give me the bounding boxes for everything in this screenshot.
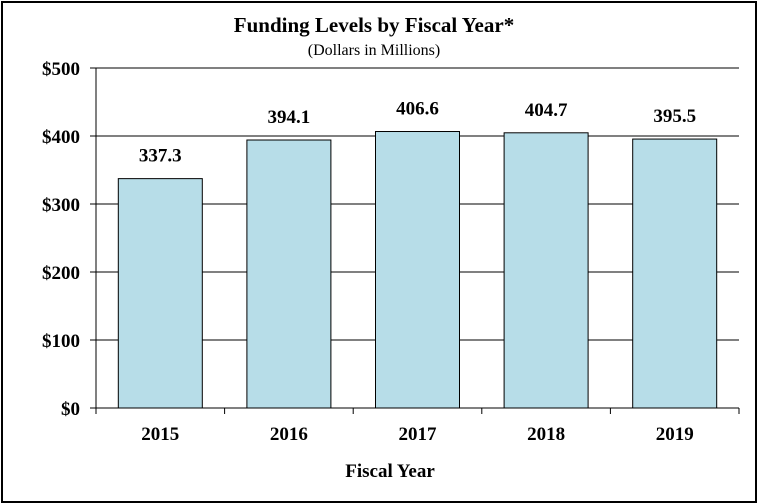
y-tick-labels: $0 $100 $200 $300 $400 $500 [42,59,80,420]
data-label-2017: 406.6 [396,99,439,120]
chart-subtitle: (Dollars in Millions) [308,42,440,59]
data-label-2018: 404.7 [525,100,568,121]
y-tick-label: $0 [61,399,80,420]
bar-2016 [246,139,332,409]
data-label-2015: 337.3 [139,146,182,167]
data-labels: 337.3 394.1 406.6 404.7 395.5 [139,99,696,167]
bar-2018 [503,132,589,409]
data-label-2016: 394.1 [268,107,311,128]
bars [117,131,718,409]
x-tick-label: 2018 [527,424,565,445]
x-tick-label: 2016 [270,424,308,445]
data-label-2019: 395.5 [653,106,696,127]
y-tick-label: $300 [42,195,80,216]
x-tick-label: 2017 [399,424,438,445]
bar-2015 [117,178,203,409]
axes [90,67,740,414]
x-tick-labels: 2015 2016 2017 2018 2019 [141,424,693,445]
y-tick-label: $200 [42,263,80,284]
y-tick-label: $500 [42,59,80,80]
bar-2019 [632,138,718,409]
x-tick-label: 2019 [656,424,694,445]
x-axis-label: Fiscal Year [345,461,435,482]
x-tick-label: 2015 [141,424,179,445]
y-tick-label: $400 [42,127,80,148]
y-tick-label: $100 [42,331,80,352]
chart-title: Funding Levels by Fiscal Year* [234,13,514,37]
bar-2017 [375,131,460,409]
